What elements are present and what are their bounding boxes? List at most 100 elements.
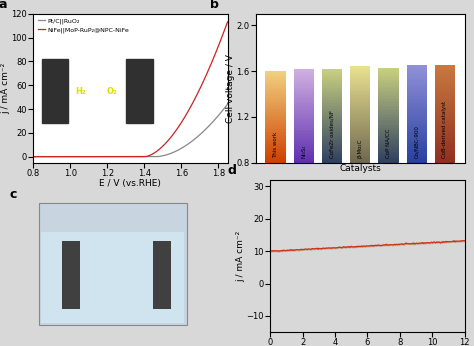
Bar <box>350 70 370 71</box>
Bar <box>322 100 342 102</box>
Bar <box>407 116 427 117</box>
Bar <box>322 69 342 70</box>
Bar <box>407 137 427 138</box>
Bar <box>378 101 399 102</box>
NiFe||MoP-RuP₂@NPC-NiFe <box>123 155 128 159</box>
Bar <box>378 125 399 126</box>
Bar <box>407 125 427 127</box>
Bar <box>435 120 455 122</box>
Bar <box>322 158 342 160</box>
Bar <box>407 117 427 119</box>
Pt/C||RuO₂ <box>123 155 128 159</box>
Bar <box>350 118 370 119</box>
Bar <box>350 89 370 91</box>
Bar <box>294 92 314 94</box>
Bar <box>435 149 455 151</box>
NiFe||MoP-RuP₂@NPC-NiFe <box>190 101 195 106</box>
Bar <box>407 120 427 122</box>
Bar <box>407 69 427 70</box>
Bar <box>435 106 455 108</box>
Bar <box>407 65 427 67</box>
Bar <box>435 85 455 86</box>
Bar <box>407 93 427 94</box>
Bar <box>350 146 370 148</box>
Y-axis label: j / mA cm⁻²: j / mA cm⁻² <box>1 63 10 114</box>
Bar <box>407 102 427 104</box>
Bar <box>322 153 342 155</box>
Bar <box>294 124 314 125</box>
Bar <box>322 94 342 95</box>
Bar <box>294 160 314 161</box>
Bar <box>265 115 286 117</box>
Bar <box>350 73 370 74</box>
Line: Pt/C||RuO₂: Pt/C||RuO₂ <box>33 104 228 157</box>
Bar <box>350 143 370 145</box>
Bar <box>265 130 286 132</box>
Bar <box>435 138 455 140</box>
Bar <box>322 122 342 124</box>
Bar <box>407 99 427 101</box>
Bar <box>435 81 455 83</box>
Bar <box>294 70 314 72</box>
Bar <box>350 121 370 122</box>
Bar <box>435 122 455 124</box>
Bar <box>265 120 286 121</box>
Bar <box>435 91 455 93</box>
Bar <box>378 155 399 156</box>
Bar <box>350 95 370 97</box>
Bar <box>435 78 455 80</box>
Bar <box>322 152 342 153</box>
Bar <box>407 119 427 120</box>
Bar <box>265 150 286 152</box>
Bar <box>322 92 342 94</box>
Bar <box>378 126 399 128</box>
Bar <box>265 161 286 163</box>
Bar <box>378 88 399 90</box>
Bar <box>378 71 399 72</box>
Bar <box>322 101 342 103</box>
Bar <box>265 156 286 158</box>
Bar <box>322 80 342 81</box>
X-axis label: Catalysts: Catalysts <box>339 164 381 173</box>
Bar <box>153 241 171 309</box>
Bar <box>350 122 370 124</box>
Bar <box>322 104 342 106</box>
Bar <box>322 83 342 84</box>
Bar <box>322 140 342 142</box>
Bar <box>407 154 427 156</box>
Bar <box>407 76 427 78</box>
Bar <box>265 75 286 77</box>
Bar <box>294 131 314 133</box>
Bar <box>435 72 455 73</box>
Bar <box>435 145 455 146</box>
Bar <box>378 109 399 110</box>
Bar <box>350 100 370 102</box>
Bar <box>407 80 427 82</box>
Bar <box>294 150 314 152</box>
Bar <box>407 156 427 158</box>
Bar <box>322 86 342 88</box>
Bar <box>322 112 342 114</box>
Bar <box>350 142 370 143</box>
Bar <box>294 117 314 119</box>
Bar <box>378 147 399 148</box>
Bar <box>378 82 399 83</box>
Bar <box>265 147 286 149</box>
Y-axis label: j / mA cm⁻²: j / mA cm⁻² <box>236 230 245 282</box>
Bar <box>294 137 314 139</box>
Bar <box>407 88 427 90</box>
Bar <box>322 127 342 128</box>
Bar <box>350 135 370 137</box>
Bar <box>435 90 455 91</box>
Bar <box>435 76 455 78</box>
Bar <box>265 82 286 83</box>
Bar <box>322 70 342 72</box>
Bar <box>407 132 427 134</box>
Bar <box>378 99 399 101</box>
Bar <box>407 140 427 142</box>
Bar <box>435 88 455 90</box>
Bar <box>378 91 399 93</box>
Bar <box>378 144 399 145</box>
Bar <box>435 116 455 117</box>
Bar <box>435 93 455 94</box>
